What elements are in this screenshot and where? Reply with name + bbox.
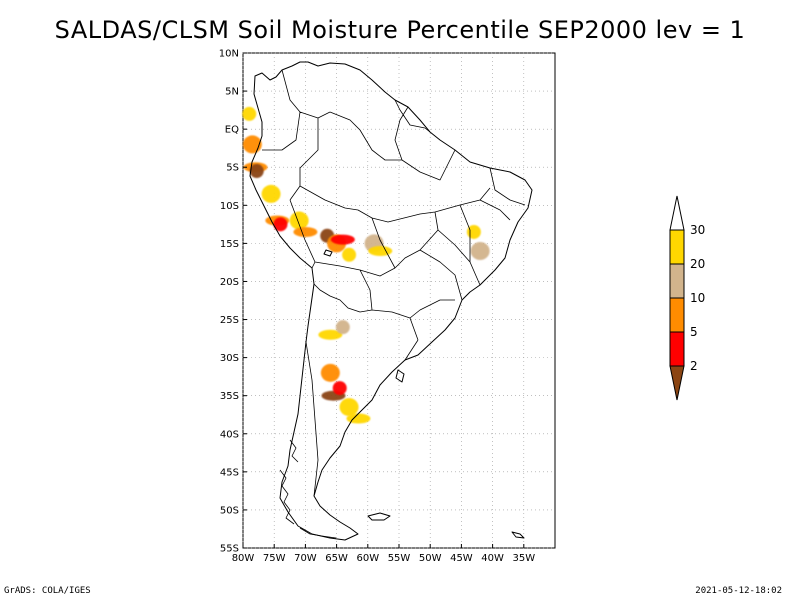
country-borders: [262, 69, 526, 497]
small-island: [511, 531, 525, 539]
lat-tick-label: 5S: [226, 163, 239, 174]
colorbar-segment: [669, 229, 685, 265]
lake-titicaca: [323, 249, 333, 257]
shaded-region: [289, 211, 309, 230]
lat-tick-label: 50S: [220, 505, 239, 516]
shaded-region: [293, 226, 318, 237]
colorbar-label: 2: [690, 359, 698, 373]
shaded-region: [332, 381, 347, 396]
shaded-region: [320, 363, 340, 382]
colorbar-segment: [669, 331, 685, 367]
shaded-region: [470, 242, 490, 260]
lat-tick-label: 30S: [220, 353, 239, 364]
lat-tick-label: EQ: [225, 125, 239, 136]
lon-tick-label: 55W: [388, 553, 411, 564]
longitude-tick-labels: 80W 75W 70W 65W 60W 55W 50W 45W 40W 35W: [232, 544, 535, 564]
lat-tick-label: 20S: [220, 277, 239, 288]
shaded-region: [242, 106, 257, 121]
shaded-region: [261, 184, 281, 203]
lat-tick-label: 15S: [220, 239, 239, 250]
footer-credit: GrADS: COLA/IGES: [4, 586, 91, 596]
lat-tick-label: 10N: [219, 49, 239, 60]
colorbar-segment: [669, 297, 685, 333]
lagoa-dos-patos: [395, 369, 405, 383]
lon-tick-label: 80W: [232, 553, 255, 564]
footer-timestamp: 2021-05-12-18:02: [695, 586, 782, 596]
shaded-region: [330, 234, 355, 245]
colorbar-segment: [669, 365, 685, 401]
lat-tick-label: 45S: [220, 467, 239, 478]
colorbar-label: 20: [690, 257, 705, 271]
colorbar-segment: [669, 195, 685, 231]
continent-outline: [249, 61, 533, 541]
lon-tick-label: 65W: [325, 553, 348, 564]
lon-tick-label: 40W: [481, 553, 504, 564]
lat-tick-label: 5N: [225, 87, 239, 98]
lon-tick-label: 45W: [450, 553, 473, 564]
coastline: [249, 61, 533, 541]
lat-tick-label: 25S: [220, 315, 239, 326]
colorbar: 30 20 10 5 2: [669, 195, 705, 401]
falkland-islands: [367, 512, 391, 521]
southern-islands: [279, 439, 337, 539]
shaded-region: [346, 413, 371, 424]
percentile-shading: [242, 106, 490, 424]
colorbar-label: 10: [690, 291, 705, 305]
lat-tick-label: 55S: [220, 544, 239, 555]
colorbar-label: 5: [690, 325, 698, 339]
shaded-region: [273, 217, 288, 232]
latitude-tick-labels: 10N 5N EQ 5S 10S 15S 20S 25S 30S 35S 40S 45S 50S 55S: [219, 49, 247, 555]
lat-tick-label: 40S: [220, 429, 239, 440]
shaded-region: [249, 164, 264, 179]
graticule: [242, 52, 555, 549]
shaded-region: [368, 246, 393, 256]
lon-tick-label: 75W: [263, 553, 286, 564]
map-title: SALDAS/CLSM Soil Moisture Percentile SEP…: [54, 16, 746, 44]
colorbar-segment: [669, 263, 685, 299]
lon-tick-label: 50W: [419, 553, 442, 564]
shaded-region: [335, 320, 350, 335]
lon-tick-label: 60W: [356, 553, 379, 564]
shaded-region: [339, 398, 359, 417]
shaded-region: [342, 247, 357, 262]
shaded-region: [318, 329, 343, 340]
lon-tick-label: 35W: [512, 553, 535, 564]
lat-tick-label: 35S: [220, 391, 239, 402]
colorbar-label: 30: [690, 223, 705, 237]
lat-tick-label: 10S: [220, 201, 239, 212]
lon-tick-label: 70W: [294, 553, 317, 564]
